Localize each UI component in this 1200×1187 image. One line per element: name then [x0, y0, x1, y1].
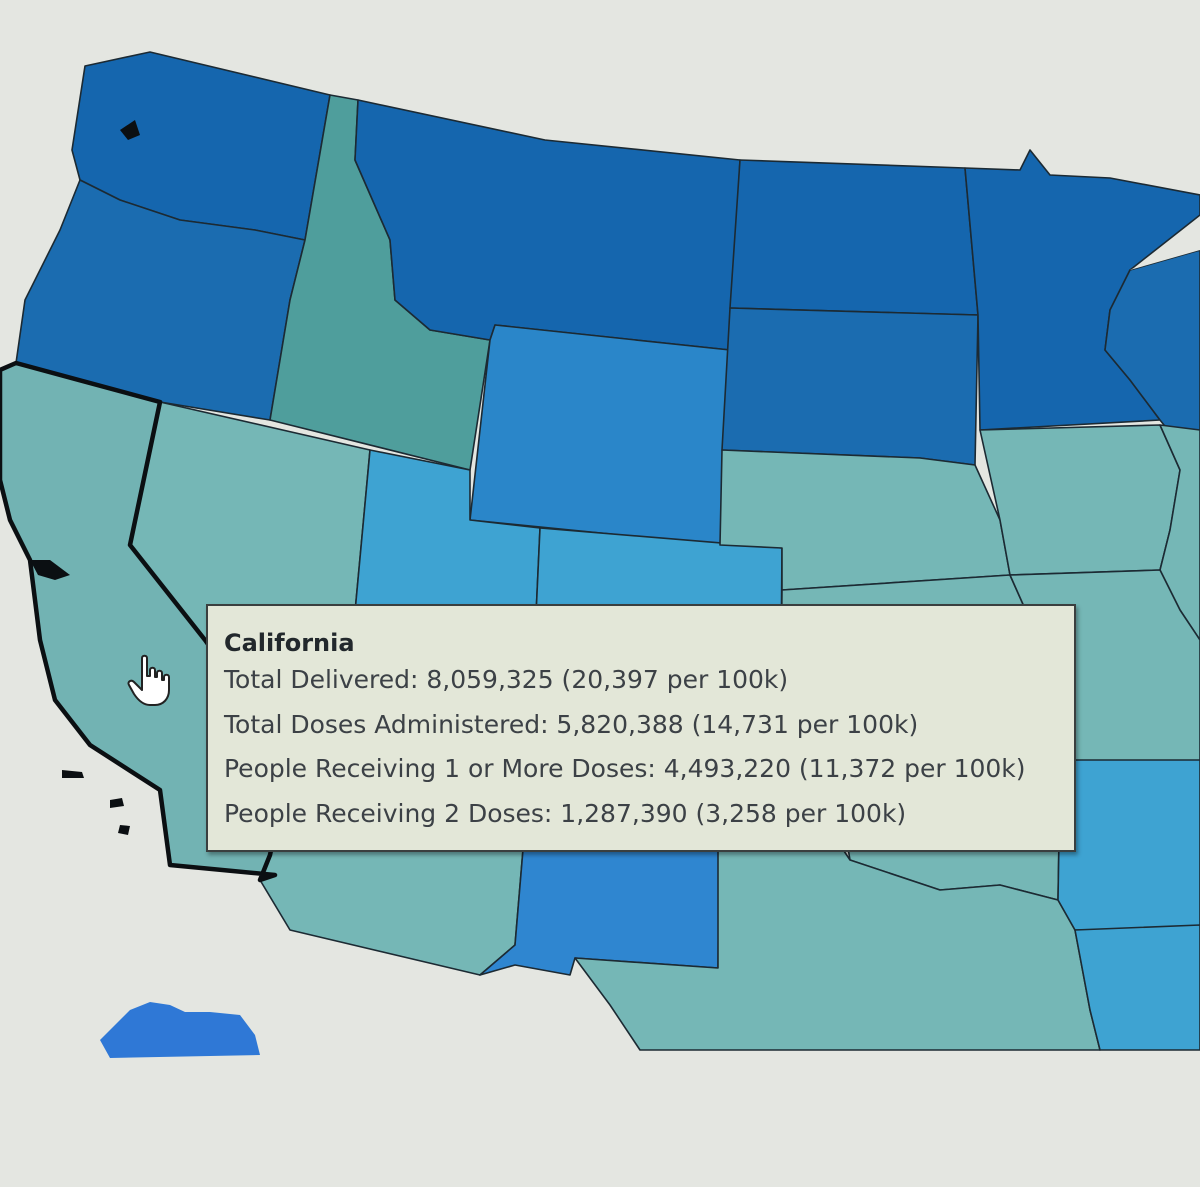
state-tooltip: California Total Delivered: 8,059,325 (2… [206, 604, 1076, 852]
tooltip-total-delivered: Total Delivered: 8,059,325 (20,397 per 1… [224, 665, 789, 694]
island-mark [118, 825, 130, 835]
island-mark [62, 770, 84, 778]
hand-pointer-icon [126, 654, 172, 708]
state-wisconsin[interactable] [1104, 249, 1200, 471]
tooltip-title: California [224, 629, 355, 657]
state-wyoming[interactable] [469, 324, 731, 546]
state-iowa[interactable] [979, 424, 1181, 576]
tooltip-two-doses: People Receiving 2 Doses: 1,287,390 (3,2… [224, 798, 907, 828]
tooltip-total-doses-administered: Total Doses Administered: 5,820,388 (14,… [224, 709, 919, 739]
island-mark [120, 120, 140, 140]
state-louisiana[interactable] [1074, 924, 1200, 1051]
lake-mark [1130, 240, 1200, 270]
island-mark [110, 798, 124, 808]
bay-mark [30, 560, 70, 580]
state-south-dakota[interactable] [721, 307, 979, 466]
state-hawaii[interactable] [100, 1002, 260, 1058]
state-north-dakota[interactable] [729, 159, 979, 316]
tooltip-one-or-more-doses: People Receiving 1 or More Doses: 4,493,… [224, 754, 1026, 783]
